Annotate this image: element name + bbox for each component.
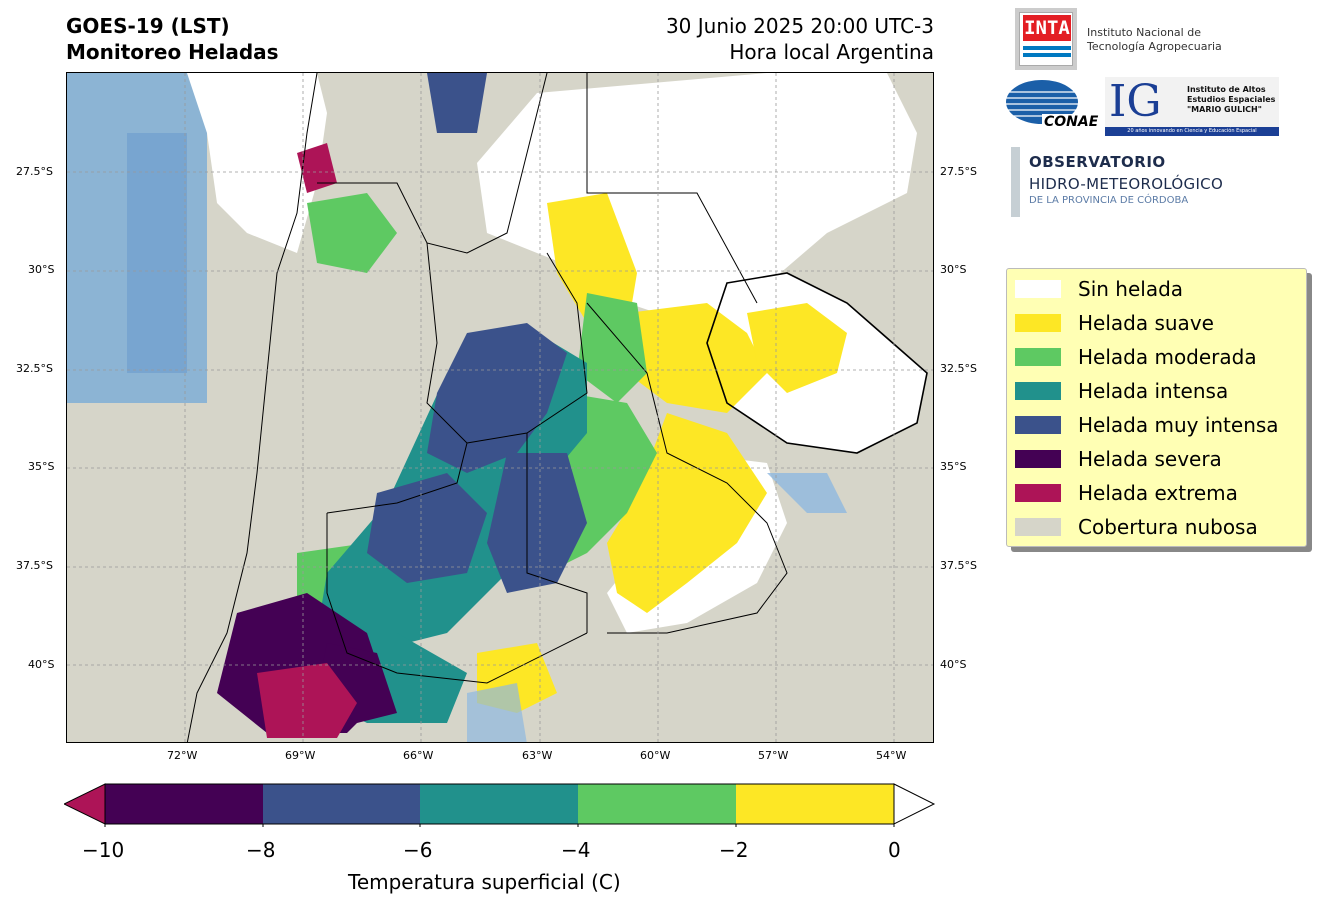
colorbar-tick-minus4: −4 (561, 838, 591, 862)
legend-label: Helada intensa (1078, 379, 1229, 403)
lat-label-right-40: 40°S (940, 658, 967, 671)
legend-item-helada-muy-intensa: Helada muy intensa (1015, 413, 1279, 437)
legend-swatch (1015, 314, 1061, 332)
lat-label-right-37-5: 37.5°S (940, 559, 977, 572)
frost-legend: Sin helada Helada suave Helada moderada … (1006, 268, 1307, 547)
lon-label-60: 60°W (640, 749, 671, 762)
colorbar-tick-minus10: −10 (82, 838, 125, 862)
lat-label-left-27-5: 27.5°S (16, 165, 53, 178)
ig-tagline: 20 años innovando en Ciencia y Educación… (1105, 127, 1279, 136)
legend-label: Sin helada (1078, 277, 1184, 301)
title-line-2: Monitoreo Heladas (66, 40, 279, 64)
inta-name-line1: Instituto Nacional de (1087, 26, 1201, 39)
ig-line1: Instituto de Altos (1187, 85, 1266, 94)
legend-swatch (1015, 280, 1061, 298)
legend-item-helada-intensa: Helada intensa (1015, 379, 1229, 403)
colorbar-under-arrow (64, 783, 106, 825)
lon-label-54: 54°W (876, 749, 907, 762)
lat-label-right-35: 35°S (940, 460, 967, 473)
conae-logo: CONAE (1004, 78, 1101, 134)
obs-line3: DE LA PROVINCIA DE CÓRDOBA (1029, 195, 1189, 206)
ig-mark: IG (1109, 76, 1162, 127)
lat-label-left-35: 35°S (28, 460, 55, 473)
inta-logo-box: INTA (1015, 8, 1077, 70)
legend-swatch (1015, 382, 1061, 400)
colorbar (64, 783, 936, 827)
legend-label: Helada suave (1078, 311, 1214, 335)
ig-line3: "MARIO GULICH" (1187, 105, 1262, 114)
legend-swatch (1015, 518, 1061, 536)
colorbar-segment (105, 784, 263, 824)
obs-line2: HIDRO-METEOROLÓGICO (1029, 175, 1224, 193)
legend-swatch (1015, 450, 1061, 468)
legend-label: Helada extrema (1078, 481, 1238, 505)
colorbar-tick-minus8: −8 (246, 838, 276, 862)
map-title: GOES-19 (LST) Monitoreo Heladas (66, 13, 279, 65)
legend-swatch (1015, 348, 1061, 366)
lon-label-57: 57°W (758, 749, 789, 762)
lat-label-left-37-5: 37.5°S (16, 559, 53, 572)
inta-logo: INTA Instituto Nacional de Tecnología Ag… (1015, 8, 1315, 70)
legend-swatch (1015, 416, 1061, 434)
lat-label-right-30: 30°S (940, 263, 967, 276)
colorbar-tick-0: 0 (888, 838, 901, 862)
lat-label-right-32-5: 32.5°S (940, 362, 977, 375)
colorbar-segment (578, 784, 736, 824)
colorbar-segment (263, 784, 420, 824)
inta-name-line2: Tecnología Agropecuaria (1087, 40, 1222, 53)
ig-logo: IG Instituto de Altos Estudios Espaciale… (1105, 77, 1279, 136)
lat-label-left-30: 30°S (28, 263, 55, 276)
lon-label-69: 69°W (285, 749, 316, 762)
colorbar-segment (736, 784, 894, 824)
ig-line2: Estudios Espaciales (1187, 95, 1276, 104)
frost-map (66, 72, 934, 743)
frost-map-canvas (67, 73, 933, 742)
inta-mark: INTA (1023, 15, 1071, 41)
colorbar-tick-minus2: −2 (719, 838, 749, 862)
lon-label-66: 66°W (403, 749, 434, 762)
date-line-2: Hora local Argentina (729, 40, 934, 64)
colorbar-label: Temperatura superficial (C) (348, 870, 621, 894)
conae-mark: CONAE (1042, 114, 1101, 130)
legend-item-helada-extrema: Helada extrema (1015, 481, 1238, 505)
lat-label-left-32-5: 32.5°S (16, 362, 53, 375)
title-line-1: GOES-19 (LST) (66, 14, 230, 38)
lat-label-right-27-5: 27.5°S (940, 165, 977, 178)
legend-swatch (1015, 484, 1061, 502)
legend-item-sin-helada: Sin helada (1015, 277, 1184, 301)
legend-item-cobertura-nubosa: Cobertura nubosa (1015, 515, 1258, 539)
legend-item-helada-severa: Helada severa (1015, 447, 1222, 471)
observatorio-logo: OBSERVATORIO HIDRO-METEOROLÓGICO DE LA P… (1011, 147, 1251, 219)
lon-label-72: 72°W (167, 749, 198, 762)
colorbar-over-arrow (893, 783, 936, 825)
colorbar-tick-minus6: −6 (403, 838, 433, 862)
colorbar-segment (420, 784, 578, 824)
lon-label-63: 63°W (522, 749, 553, 762)
legend-item-helada-moderada: Helada moderada (1015, 345, 1257, 369)
legend-item-helada-suave: Helada suave (1015, 311, 1214, 335)
map-datetime: 30 Junio 2025 20:00 UTC-3 Hora local Arg… (666, 13, 934, 65)
legend-label: Cobertura nubosa (1078, 515, 1258, 539)
legend-label: Helada severa (1078, 447, 1222, 471)
date-line-1: 30 Junio 2025 20:00 UTC-3 (665, 14, 934, 38)
legend-label: Helada moderada (1078, 345, 1257, 369)
obs-line1: OBSERVATORIO (1029, 153, 1166, 171)
lat-label-left-40: 40°S (28, 658, 55, 671)
legend-label: Helada muy intensa (1078, 413, 1279, 437)
conae-globe-icon (1006, 80, 1078, 124)
